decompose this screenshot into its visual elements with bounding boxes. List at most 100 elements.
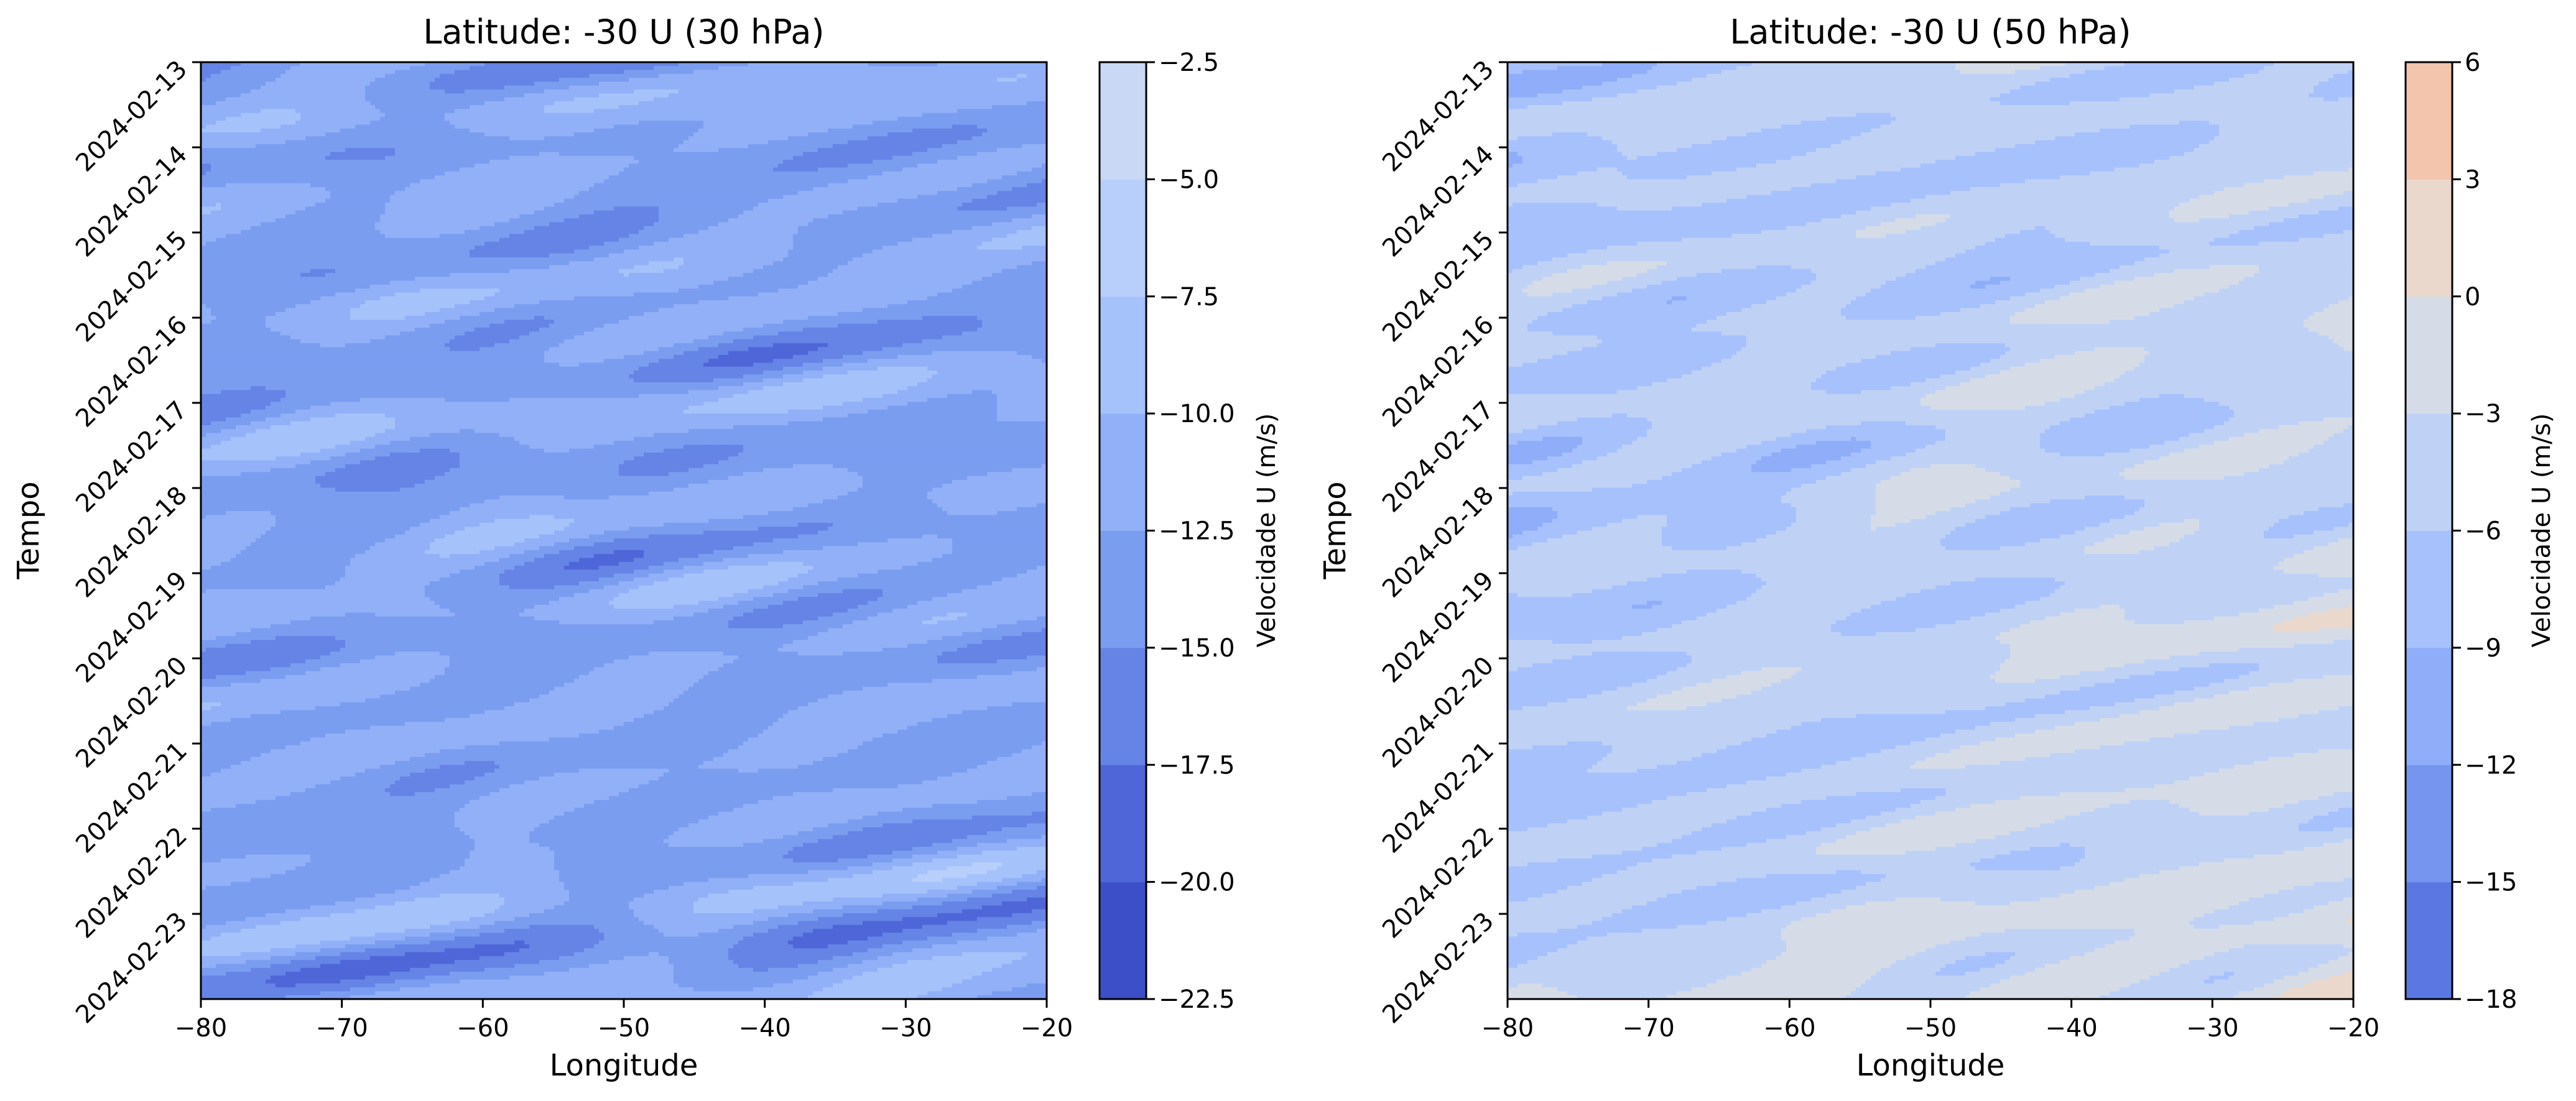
- contour-cell: [519, 78, 525, 82]
- contour-cell: [420, 98, 425, 102]
- contour-cell: [713, 124, 719, 129]
- contour-cell: [375, 121, 381, 125]
- contour-cell: [609, 132, 614, 137]
- contour-cell: [773, 90, 779, 94]
- contour-cell: [674, 93, 679, 98]
- contour-cell: [330, 164, 336, 168]
- contour-cell: [529, 121, 535, 125]
- contour-cell: [484, 141, 490, 145]
- contour-cell: [350, 98, 356, 102]
- contour-cell: [763, 121, 769, 125]
- contour-cell: [688, 129, 694, 133]
- contour-cell: [266, 164, 271, 168]
- contour-cell: [300, 74, 306, 78]
- contour-cell: [664, 132, 669, 137]
- contour-cell: [539, 164, 545, 168]
- contour-cell: [659, 78, 664, 82]
- contour-cell: [738, 74, 744, 78]
- contour-cell: [455, 132, 460, 137]
- contour-cell: [957, 141, 963, 145]
- contour-cell: [1027, 66, 1032, 70]
- contour-cell: [271, 101, 276, 106]
- contour-cell: [674, 109, 679, 113]
- contour-cell: [246, 93, 251, 98]
- contour-cell: [489, 160, 495, 164]
- contour-cell: [285, 148, 291, 152]
- contour-cell: [738, 98, 744, 102]
- contour-cell: [420, 136, 425, 141]
- contour-cell: [873, 98, 878, 102]
- contour-cell: [519, 66, 525, 70]
- contour-cell: [878, 132, 883, 137]
- contour-cell: [216, 141, 221, 145]
- contour-cell: [708, 101, 714, 106]
- contour-cell: [430, 74, 435, 78]
- contour-cell: [509, 144, 515, 149]
- contour-cell: [927, 86, 933, 90]
- contour-cell: [927, 129, 933, 133]
- contour-cell: [256, 141, 261, 145]
- contour-cell: [395, 117, 401, 121]
- contour-cell: [325, 86, 331, 90]
- contour-cell: [778, 164, 784, 168]
- contour-cell: [763, 141, 769, 145]
- contour-cell: [290, 124, 296, 129]
- contour-cell: [256, 70, 261, 75]
- contour-cell: [564, 117, 570, 121]
- contour-cell: [977, 66, 983, 70]
- contour-cell: [743, 129, 749, 133]
- contour-cell: [420, 141, 425, 145]
- contour-cell: [838, 66, 843, 70]
- contour-cell: [1012, 93, 1017, 98]
- contour-cell: [659, 109, 664, 113]
- contour-cell: [584, 164, 590, 168]
- contour-cell: [853, 98, 858, 102]
- contour-cell: [251, 74, 256, 78]
- contour-cell: [549, 105, 555, 109]
- contour-cell: [848, 124, 853, 129]
- contour-cell: [748, 144, 754, 149]
- contour-cell: [266, 90, 271, 94]
- contour-cell: [942, 78, 948, 82]
- contour-cell: [415, 144, 420, 149]
- contour-cell: [753, 93, 759, 98]
- contour-cell: [440, 152, 445, 156]
- contour-cell: [609, 136, 614, 141]
- contour-cell: [400, 160, 405, 164]
- contour-cell: [698, 90, 704, 94]
- contour-cell: [266, 141, 271, 145]
- contour-cell: [609, 78, 614, 82]
- contour-cell: [977, 136, 983, 141]
- contour-cell: [853, 70, 858, 75]
- contour-cell: [524, 129, 530, 133]
- contour-cell: [1037, 132, 1042, 137]
- contour-cell: [544, 74, 550, 78]
- contour-cell: [728, 105, 734, 109]
- contour-cell: [868, 117, 873, 121]
- contour-cell: [937, 109, 943, 113]
- contour-cell: [435, 105, 440, 109]
- contour-cell: [932, 98, 938, 102]
- contour-cell: [504, 66, 510, 70]
- contour-cell: [768, 74, 774, 78]
- contour-cell: [768, 113, 774, 117]
- contour-cell: [470, 117, 475, 121]
- contour-cell: [942, 93, 948, 98]
- contour-cell: [415, 101, 420, 106]
- contour-cell: [664, 141, 669, 145]
- contour-cell: [972, 144, 978, 149]
- contour-cell: [475, 136, 480, 141]
- contour-cell: [350, 74, 356, 78]
- contour-cell: [688, 86, 694, 90]
- contour-cell: [276, 70, 281, 75]
- contour-cell: [420, 70, 425, 75]
- contour-cell: [385, 81, 391, 86]
- contour-cell: [251, 156, 256, 160]
- contour-cell: [1022, 90, 1027, 94]
- contour-cell: [1012, 78, 1017, 82]
- contour-cell: [957, 148, 963, 152]
- contour-cell: [519, 121, 525, 125]
- contour-cell: [773, 105, 779, 109]
- contour-cell: [738, 101, 744, 106]
- contour-cell: [733, 74, 739, 78]
